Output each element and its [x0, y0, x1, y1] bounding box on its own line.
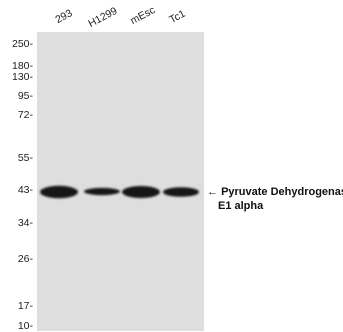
band-lane-h1299 — [84, 187, 120, 196]
lane-label-h1299: H1299 — [86, 4, 120, 31]
band-lane-tc1 — [163, 187, 199, 197]
marker-180: 180- — [11, 60, 33, 72]
marker-55: 55- — [17, 152, 33, 164]
annotation-protein-subunit: E1 alpha — [218, 200, 264, 212]
lane-label-tc1: Tc1 — [167, 7, 188, 26]
lane-label-mesc: mEsc — [128, 4, 158, 27]
marker-72: 72- — [17, 109, 33, 121]
band-lane-mesc — [122, 186, 160, 198]
band-lane-293 — [40, 185, 78, 199]
band-layer — [40, 185, 199, 199]
left-arrow-icon: ← — [207, 186, 218, 198]
marker-95: 95- — [17, 90, 33, 102]
lane-label-293: 293 — [53, 7, 75, 26]
marker-34: 34- — [17, 217, 33, 229]
band-annotation: ← Pyruvate Dehydrogenase E1 alpha — [207, 185, 343, 213]
marker-26: 26- — [17, 253, 33, 265]
marker-17: 17- — [17, 300, 33, 312]
marker-10: 10- — [17, 320, 33, 332]
annotation-protein-name: Pyruvate Dehydrogenase — [221, 186, 343, 198]
marker-250: 250- — [11, 38, 33, 50]
marker-130: 130- — [11, 71, 33, 83]
marker-43: 43- — [17, 184, 33, 196]
blot-membrane — [37, 32, 204, 331]
